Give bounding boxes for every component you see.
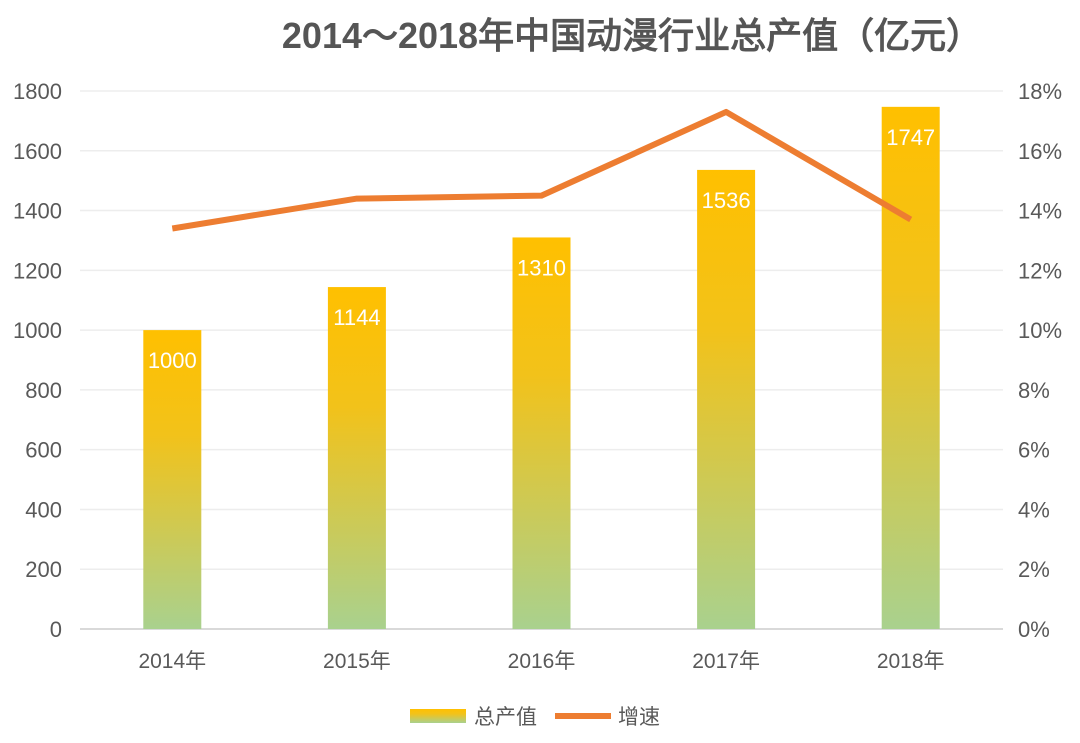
left-tick-label: 1000: [13, 318, 62, 343]
left-tick-label: 1400: [13, 199, 62, 224]
x-tick-label: 2018年: [877, 650, 945, 673]
bar: [697, 170, 755, 629]
left-tick-label: 1600: [13, 139, 62, 164]
x-tick-label: 2016年: [508, 650, 576, 673]
left-tick-label: 1200: [13, 258, 62, 283]
x-tick-label: 2014年: [138, 650, 206, 673]
left-axis: 0 200 400 600 800 1000 1200 1400 1600 1800: [13, 79, 62, 642]
left-tick-label: 400: [25, 497, 62, 522]
left-tick-label: 800: [25, 378, 62, 403]
right-tick-label: 4%: [1018, 497, 1050, 522]
left-tick-label: 0: [50, 617, 62, 642]
right-tick-label: 14%: [1018, 199, 1062, 224]
legend-swatch-bar: [410, 709, 466, 723]
right-tick-label: 12%: [1018, 258, 1062, 283]
bar: [143, 330, 201, 629]
legend: 总产值 增速: [410, 706, 660, 729]
left-tick-label: 1800: [13, 79, 62, 104]
bar-value-label: 1000: [148, 348, 197, 373]
right-tick-label: 2%: [1018, 557, 1050, 582]
x-axis: 2014年 2015年 2016年 2017年 2018年: [138, 650, 944, 673]
bar-value-label: 1144: [333, 305, 380, 330]
right-tick-label: 18%: [1018, 79, 1062, 104]
bar: [882, 107, 940, 629]
bar: [513, 237, 571, 629]
x-tick-label: 2015年: [323, 650, 391, 673]
bar: [328, 287, 386, 629]
x-tick-label: 2017年: [692, 650, 760, 673]
right-tick-label: 16%: [1018, 139, 1062, 164]
right-tick-label: 8%: [1018, 378, 1050, 403]
bar-value-label: 1310: [517, 255, 566, 280]
bar-value-label: 1747: [886, 125, 935, 150]
left-tick-label: 600: [25, 438, 62, 463]
legend-label-line: 增速: [618, 706, 660, 729]
left-tick-label: 200: [25, 557, 62, 582]
right-tick-label: 10%: [1018, 318, 1062, 343]
bar-value-label: 1536: [702, 188, 751, 213]
right-tick-label: 6%: [1018, 438, 1050, 463]
right-axis: 0% 2% 4% 6% 8% 10% 12% 14% 16% 18%: [1018, 79, 1062, 642]
bar-series: 1000 1144 1310 1536 1747: [143, 107, 939, 629]
legend-label-bar: 总产值: [474, 706, 537, 729]
right-tick-label: 0%: [1018, 617, 1050, 642]
chart-title: 2014～2018年中国动漫行业总产值（亿元）: [282, 15, 982, 56]
